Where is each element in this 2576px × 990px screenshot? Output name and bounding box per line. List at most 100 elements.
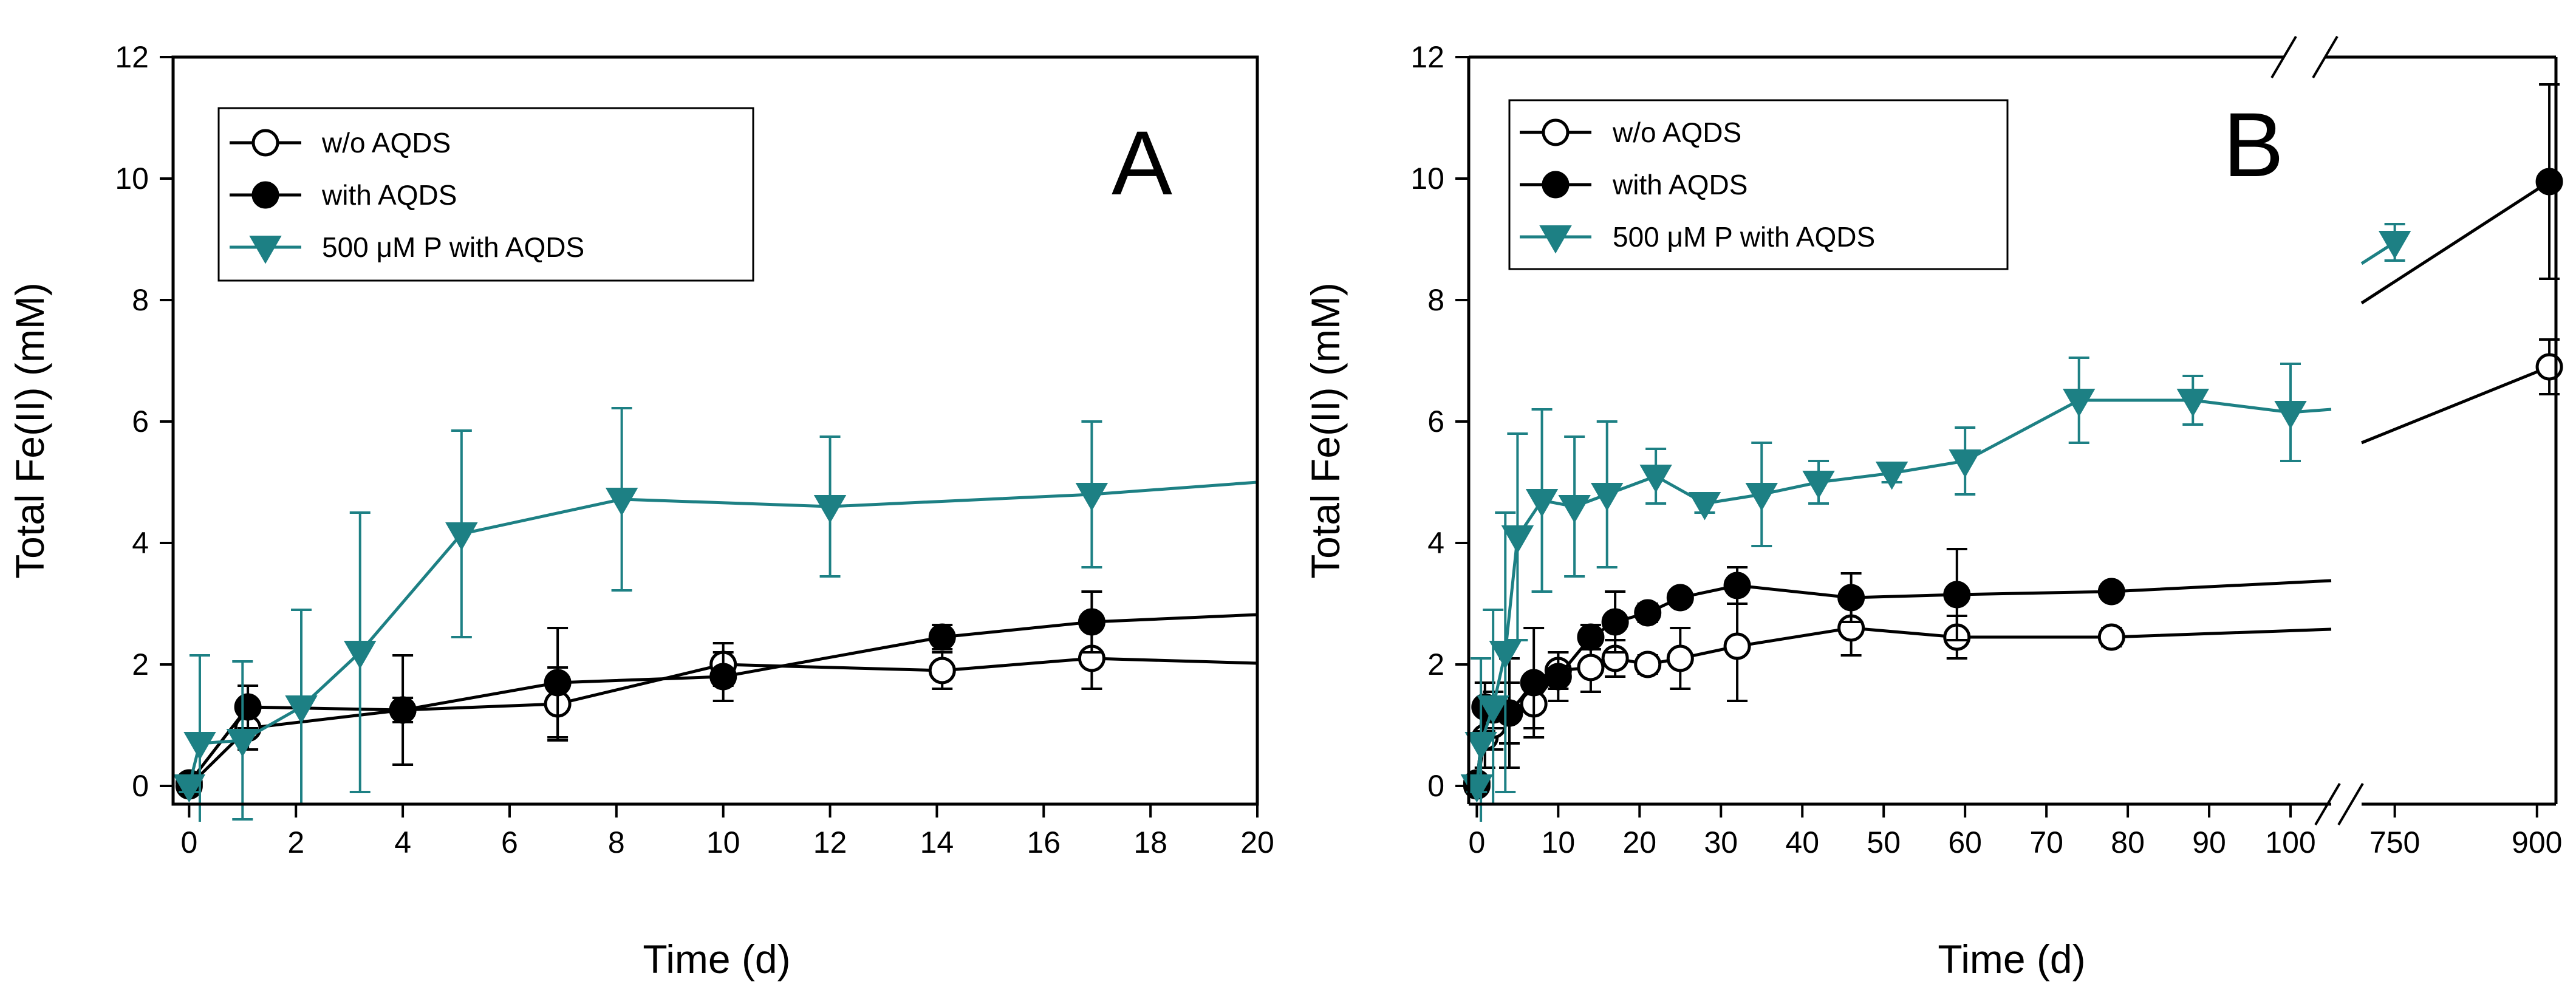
panel-b-data-point [2062, 389, 2096, 417]
panel-a-y-tick-label: 2 [132, 647, 149, 681]
panel-b-x-axis-label: Time (d) [1938, 937, 2085, 981]
panel-b-y-tick-label: 10 [1410, 162, 1444, 196]
panel-a-series-line [188, 613, 1258, 784]
panel-a-data-point [183, 732, 216, 760]
panel-b-x-tick-label: 80 [2111, 825, 2145, 859]
panel-a-legend-box [217, 107, 754, 282]
panel-b-data-point [2535, 168, 2563, 196]
panel-a-legend-marker [251, 129, 279, 157]
panel-a-x-tick-label: 14 [920, 825, 954, 859]
panel-a-legend-marker [249, 236, 282, 264]
panel-b-data-point [1837, 584, 1865, 612]
panel-b-data-point [1875, 462, 1908, 490]
panel-a-y-ticks: 0 2 4 6 8 10 12 [115, 40, 173, 803]
panel-b-series-line [1475, 398, 2332, 787]
panel-b-y-tick-label: 8 [1427, 283, 1444, 317]
panel-b-y-tick-label: 0 [1427, 769, 1444, 803]
panel-a-data-point [709, 663, 737, 691]
panel-a-y-tick-label: 4 [132, 526, 149, 560]
panel-b-legend-marker [1542, 171, 1570, 199]
panel-b-series-after-break [2361, 338, 2563, 445]
panel-b-data-point [1464, 732, 1497, 760]
panel-b-data-point [2535, 353, 2563, 381]
panel-b-data-point [1501, 525, 1534, 554]
panel-a-y-tick-label: 8 [132, 283, 149, 317]
panel-a-y-tick-label: 10 [115, 162, 149, 196]
panel-b-legend-label: with AQDS [1612, 169, 1748, 200]
panel-a-x-tick-label: 8 [608, 825, 625, 859]
panel-b-y-tick-label: 6 [1427, 405, 1444, 439]
panel-b-x-tick-label: 90 [2192, 825, 2226, 859]
panel-b-data-point [2378, 231, 2411, 259]
panel-a-y-tick-label: 6 [132, 405, 149, 439]
panel-b-data-point [1639, 465, 1672, 493]
panel-b-legend-label: 500 μM P with AQDS [1613, 221, 1875, 253]
panel-b-data-point [2274, 401, 2307, 429]
panel-b-data-point [1544, 663, 1572, 691]
panel-a-data-point [389, 696, 417, 724]
panel-b-y-tick-label: 4 [1427, 526, 1444, 560]
panel-b-data-point [1634, 599, 1662, 627]
panel-b-data-point [1591, 483, 1624, 511]
panel-a-legend: w/o AQDS with AQDS 500 μM P with AQDS [217, 107, 754, 282]
panel-a-data-point [928, 657, 956, 684]
panel-b-data-point [1666, 644, 1694, 672]
panel-b-x-tick-label: 750 [2369, 825, 2420, 859]
panel-b-data-point [2176, 389, 2209, 417]
panel-a-x-tick-label: 20 [1240, 825, 1274, 859]
panel-a-legend-marker [251, 181, 279, 209]
panel-b-data-point [1577, 623, 1605, 651]
panel-b-data-point [1520, 669, 1548, 697]
panel-a-x-tick-label: 12 [813, 825, 847, 859]
panel-b-data-point [1525, 489, 1559, 517]
panel-b-data-point [1943, 581, 1971, 609]
panel-b-data-point [1489, 641, 1522, 669]
panel-b-data-point [1723, 632, 1751, 660]
panel-b-label: B [2223, 94, 2284, 196]
panel-b-legend-box [1508, 99, 2009, 270]
panel-a-data-point [1075, 483, 1109, 511]
panel-a-y-tick-label: 0 [132, 769, 149, 803]
panel-a-data-point [544, 669, 572, 697]
panel-b-data-point [1723, 572, 1751, 599]
panel-b-x-tick-label: 70 [2029, 825, 2063, 859]
panel-b-legend: w/o AQDS with AQDS 500 μM P with AQDS [1508, 99, 2009, 270]
panel-b-data-point [1601, 608, 1629, 636]
panel-b-data-after-break [2360, 83, 2563, 445]
panel-a-legend-label: 500 μM P with AQDS [322, 231, 584, 263]
panel-b-series-line [2361, 365, 2550, 445]
panel-b-series-line [1475, 579, 2332, 783]
panel-b-data-before-break [1460, 357, 2332, 822]
panel-b-data-point [1577, 654, 1605, 681]
panel-a-y-axis-label: Total Fe(II) (mM) [7, 282, 52, 579]
panel-b-data-point [1802, 471, 1835, 499]
panel-a-x-ticks: 0 2 4 6 8 10 12 14 16 18 20 [180, 804, 1274, 859]
panel-a-plot-area [171, 55, 1259, 822]
panel-b-data-point [2097, 623, 2125, 651]
panel-b-x-tick-label: 50 [1867, 825, 1901, 859]
panel-a-x-tick-label: 2 [287, 825, 304, 859]
panel-a-data-point [928, 623, 956, 651]
panel-b-x-ticks: 0 10 20 30 40 50 60 70 80 90 100 750 900 [1468, 804, 2562, 859]
panel-b-frame [1467, 55, 2558, 806]
panel-a-data-point [813, 495, 847, 524]
panel-a-x-axis-label: Time (d) [643, 937, 790, 981]
panel-b-y-tick-label: 12 [1410, 40, 1444, 74]
panel-b-legend-marker [1542, 118, 1570, 146]
panel-a-data [173, 407, 1258, 822]
panel-b-axis-break-marks [2270, 35, 2364, 826]
panel-a-data-point [173, 774, 206, 803]
panel-b-legend-marker [1539, 225, 1572, 254]
panel-b-y-ticks: 0 2 4 6 8 10 12 [1410, 40, 1469, 803]
panel-b-series-before-break [1463, 590, 2332, 800]
panel-b-data-point [1477, 695, 1509, 724]
panel-a-legend-label: with AQDS [321, 179, 457, 211]
panel-b-series-line [2360, 180, 2550, 305]
panel-b-data-point [1745, 483, 1778, 511]
panel-a-data-point [234, 693, 262, 721]
panel-a-x-tick-label: 10 [706, 825, 740, 859]
panel-a-series [175, 590, 1258, 797]
panel-b-x-tick-label: 900 [2512, 825, 2562, 859]
panel-a-data-point [1078, 608, 1105, 636]
